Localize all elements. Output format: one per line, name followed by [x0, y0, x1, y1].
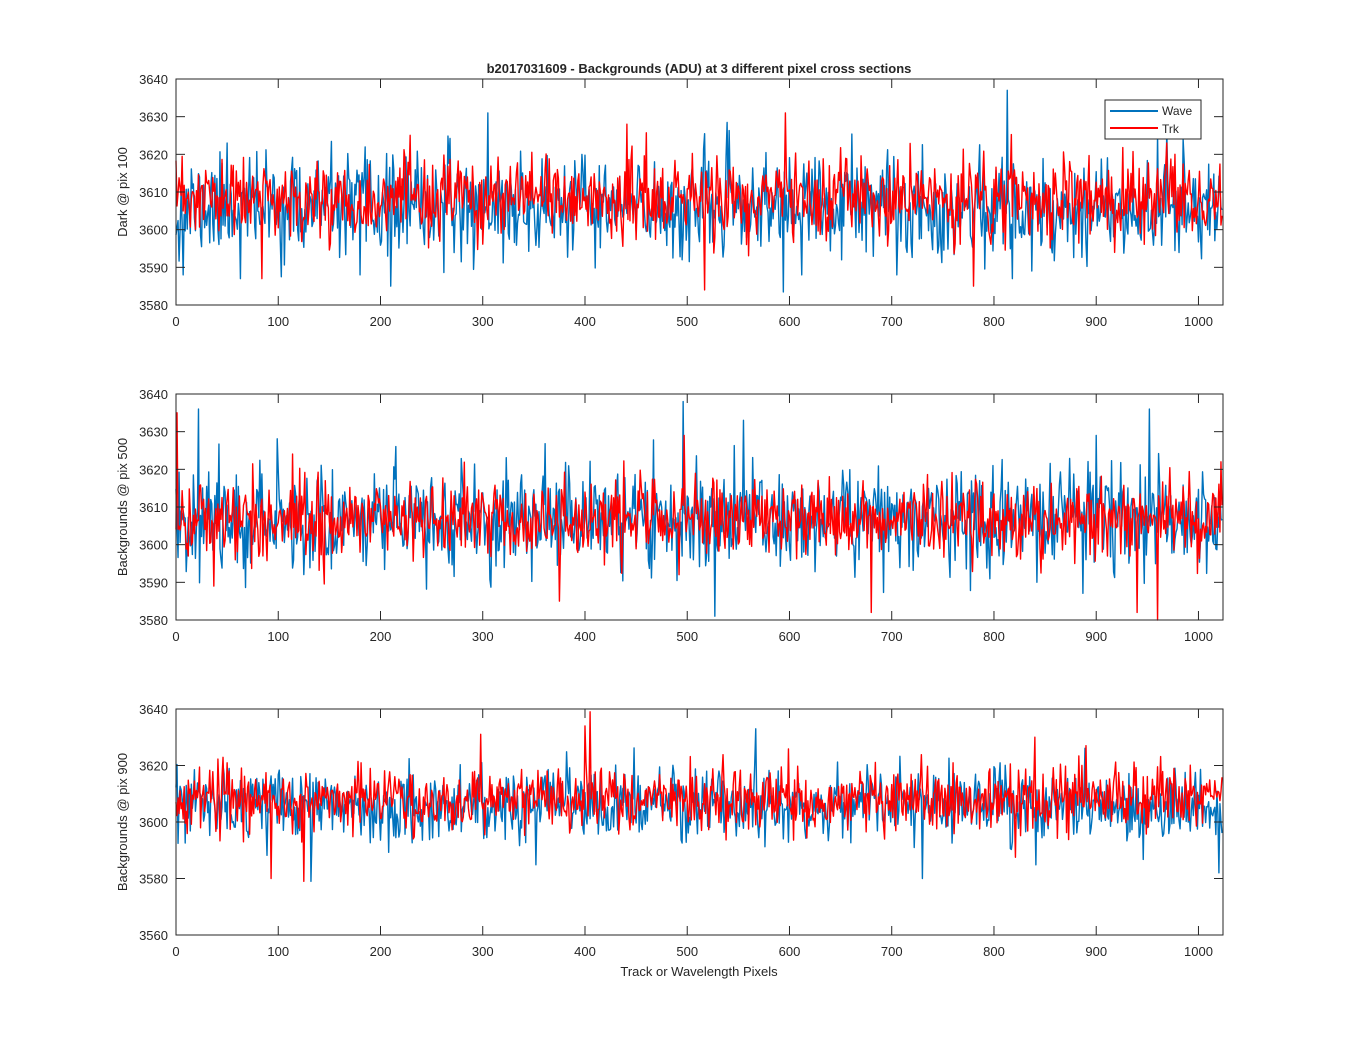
y-tick-label: 3610	[139, 185, 168, 200]
y-tick-label: 3640	[139, 702, 168, 717]
y-tick-label: 3630	[139, 110, 168, 125]
x-tick-label: 500	[676, 314, 698, 329]
x-tick-label: 500	[676, 629, 698, 644]
y-axis-label: Backgrounds @ pix 900	[115, 753, 130, 891]
y-tick-label: 3640	[139, 72, 168, 87]
series-line-trk	[175, 112, 1223, 291]
x-tick-label: 100	[267, 944, 289, 959]
x-tick-label: 900	[1085, 944, 1107, 959]
figure-title: b2017031609 - Backgrounds (ADU) at 3 dif…	[487, 61, 912, 76]
x-tick-label: 600	[779, 314, 801, 329]
x-tick-label: 500	[676, 944, 698, 959]
x-tick-label: 0	[172, 629, 179, 644]
x-tick-label: 1000	[1184, 944, 1213, 959]
y-tick-label: 3600	[139, 223, 168, 238]
x-tick-label: 900	[1085, 314, 1107, 329]
x-tick-label: 400	[574, 314, 596, 329]
x-tick-label: 1000	[1184, 314, 1213, 329]
series-line-trk	[175, 412, 1223, 621]
y-tick-label: 3600	[139, 815, 168, 830]
x-tick-label: 800	[983, 314, 1005, 329]
x-tick-label: 600	[779, 944, 801, 959]
x-tick-label: 200	[370, 944, 392, 959]
x-tick-label: 200	[370, 629, 392, 644]
legend-label-wave: Wave	[1162, 104, 1193, 118]
legend-box	[1104, 99, 1202, 140]
x-tick-label: 400	[574, 629, 596, 644]
y-tick-label: 3580	[139, 613, 168, 628]
y-tick-label: 3630	[139, 425, 168, 440]
ticks-layer: 0 100 200 300 400 500 600 700 800 900 1000 3580 3590…	[139, 72, 1223, 329]
y-tick-label: 3580	[139, 872, 168, 887]
x-tick-label: 700	[881, 629, 903, 644]
x-tick-label: 100	[267, 629, 289, 644]
y-tick-label: 3610	[139, 500, 168, 515]
x-tick-label: 300	[472, 944, 494, 959]
x-tick-label: 900	[1085, 629, 1107, 644]
x-tick-label: 0	[172, 314, 179, 329]
y-tick-label: 3620	[139, 759, 168, 774]
x-tick-label: 1000	[1184, 629, 1213, 644]
ticks-layer: 0 100 200 300 400 500 600 700 800 900 1000 3560 3580…	[139, 702, 1223, 959]
axes-frame	[175, 393, 1224, 621]
x-tick-label: 300	[472, 629, 494, 644]
subplot-dark-pix-100: 0 100 200 300 400 500 600 700 800 900 1000 3580 3590…	[115, 72, 1224, 329]
x-tick-label: 800	[983, 629, 1005, 644]
x-tick-label: 700	[881, 314, 903, 329]
x-tick-label: 400	[574, 944, 596, 959]
legend: Wave Trk	[1104, 99, 1202, 140]
legend-label-trk: Trk	[1162, 122, 1180, 136]
axes-frame	[175, 78, 1224, 306]
subplot-backgrounds-pix-500: 0 100 200 300 400 500 600 700 800 900 1000 3580 3590…	[115, 387, 1224, 644]
ticks-layer: 0 100 200 300 400 500 600 700 800 900 1000 3580 3590…	[139, 387, 1223, 644]
y-axis-label: Dark @ pix 100	[115, 147, 130, 237]
x-tick-label: 700	[881, 944, 903, 959]
subplot-backgrounds-pix-900: 0 100 200 300 400 500 600 700 800 900 1000 3560 3580…	[115, 702, 1224, 979]
y-tick-label: 3620	[139, 147, 168, 162]
y-tick-label: 3640	[139, 387, 168, 402]
x-tick-label: 300	[472, 314, 494, 329]
y-tick-label: 3600	[139, 538, 168, 553]
x-tick-label: 0	[172, 944, 179, 959]
x-tick-label: 600	[779, 629, 801, 644]
x-tick-label: 800	[983, 944, 1005, 959]
x-axis-label: Track or Wavelength Pixels	[620, 964, 778, 979]
y-tick-label: 3590	[139, 575, 168, 590]
y-tick-label: 3560	[139, 928, 168, 943]
axes-frame	[175, 708, 1224, 936]
y-tick-label: 3620	[139, 462, 168, 477]
y-tick-label: 3590	[139, 260, 168, 275]
y-tick-label: 3580	[139, 298, 168, 313]
y-axis-label: Backgrounds @ pix 500	[115, 438, 130, 576]
series-layer	[175, 400, 1223, 621]
series-layer	[175, 89, 1223, 293]
x-tick-label: 200	[370, 314, 392, 329]
series-line-trk	[175, 711, 1223, 883]
x-tick-label: 100	[267, 314, 289, 329]
series-layer	[175, 711, 1223, 883]
